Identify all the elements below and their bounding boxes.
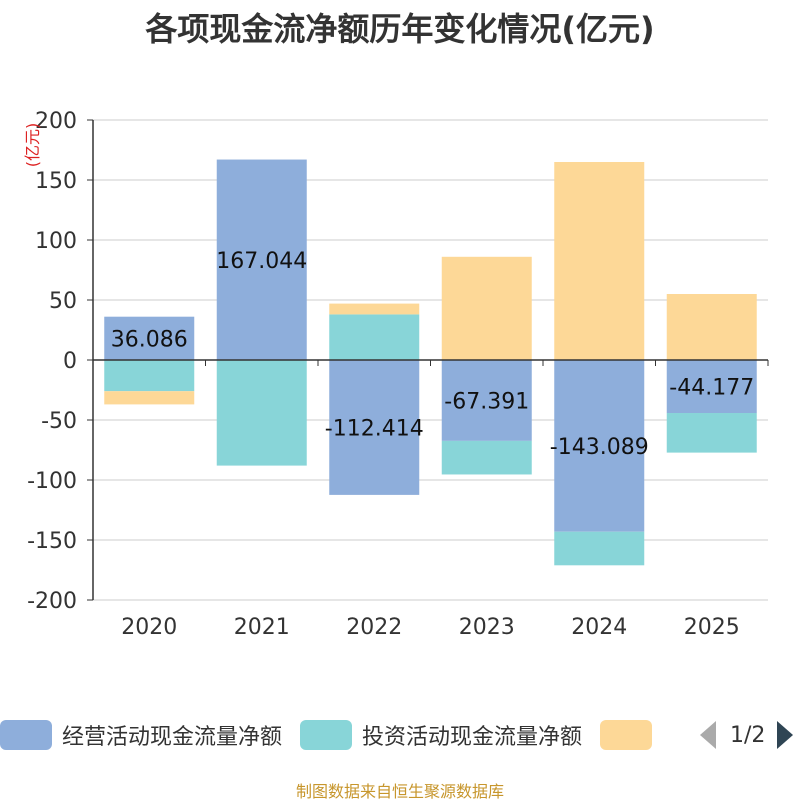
chart-plot: 200 150 100 50 0 -50 -100 -150 -200 2020 2021 2022 2…	[23, 109, 769, 640]
x-tick-label: 2024	[571, 615, 627, 640]
bar-series1-2020[interactable]	[104, 360, 195, 392]
bar-series0-2025[interactable]	[666, 360, 757, 414]
y-tick-label: 100	[35, 229, 77, 254]
y-tick-label: 150	[35, 169, 77, 194]
x-tick-label: 2022	[346, 615, 402, 640]
legend-swatch-financing	[600, 720, 653, 750]
bar-series0-2022[interactable]	[329, 360, 420, 495]
data-label: 36.086	[111, 327, 188, 352]
legend-item-investing[interactable]: 投资活动现金流量净额	[300, 719, 582, 751]
x-tick-label: 2025	[684, 615, 740, 640]
legend-label-investing: 投资活动现金流量净额	[362, 725, 583, 750]
legend: 经营活动现金流量净额 投资活动现金流量净额	[0, 718, 680, 752]
bar-series1-2025[interactable]	[666, 413, 757, 453]
bar-series2-2022[interactable]	[329, 303, 420, 315]
legend-pager: 1/2	[700, 718, 794, 752]
bar-series0-2024[interactable]	[554, 360, 645, 532]
y-tick-label: -50	[41, 409, 77, 434]
y-tick-label: -100	[27, 469, 77, 494]
chart-title: 各项现金流净额历年变化情况(亿元)	[145, 10, 655, 48]
legend-swatch-investing	[300, 720, 353, 750]
legend-label-operating: 经营活动现金流量净额	[62, 725, 283, 750]
bar-series2-2023[interactable]	[441, 256, 532, 360]
legend-page-indicator: 1/2	[730, 722, 766, 748]
data-label: 167.044	[216, 249, 307, 274]
legend-prev-page-icon[interactable]	[700, 721, 716, 749]
data-label: -112.414	[325, 416, 424, 441]
x-tick-label: 2021	[234, 615, 290, 640]
data-label: -67.391	[444, 389, 529, 414]
bar-series0-2021[interactable]	[216, 159, 307, 360]
y-tick-label: 50	[49, 289, 77, 314]
legend-item-operating[interactable]: 经营活动现金流量净额	[0, 719, 282, 751]
bar-series1-2023[interactable]	[441, 440, 532, 475]
y-tick-label: -150	[27, 529, 77, 554]
legend-swatch-operating	[0, 720, 52, 750]
legend-item-financing[interactable]	[600, 720, 662, 750]
y-axis-unit-label: (亿元)	[23, 123, 42, 168]
bar-series0-2020[interactable]	[104, 316, 195, 360]
bar-series2-2025[interactable]	[666, 294, 757, 360]
bar-series1-2022[interactable]	[329, 314, 420, 360]
bar-series0-2023[interactable]	[441, 360, 532, 441]
legend-next-page-icon[interactable]	[777, 721, 794, 749]
x-tick-label: 2023	[459, 615, 515, 640]
y-tick-label: -200	[27, 589, 77, 614]
source-note: 制图数据来自恒生聚源数据库	[295, 782, 504, 801]
bar-series1-2024[interactable]	[554, 531, 645, 566]
data-label: -44.177	[669, 376, 754, 401]
x-tick-label: 2020	[121, 615, 177, 640]
bar-series2-2020[interactable]	[104, 391, 195, 405]
bar-series1-2021[interactable]	[216, 360, 307, 466]
bar-series2-2024[interactable]	[554, 162, 645, 360]
y-tick-label: 200	[35, 109, 77, 134]
y-tick-label: 0	[63, 349, 77, 374]
data-label: -143.089	[550, 435, 649, 460]
